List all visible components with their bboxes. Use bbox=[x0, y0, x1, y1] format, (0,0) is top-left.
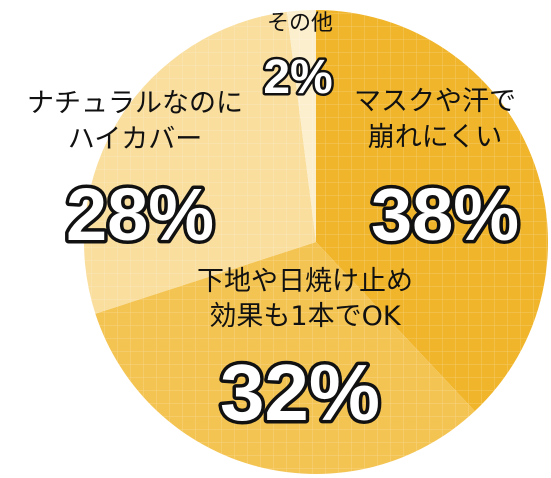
slice-label-base: 下地や日焼け止め bbox=[197, 266, 413, 297]
slice-label-natural: ナチュラルなのに bbox=[27, 88, 243, 119]
slice-percent-natural: 28% bbox=[66, 173, 214, 256]
slice-label-natural-line2: ハイカバー bbox=[68, 124, 202, 155]
slice-percent-base: 32% bbox=[220, 348, 380, 437]
slice-percent-other: 2% bbox=[263, 51, 332, 104]
slice-label-mask: マスクや汗で bbox=[354, 86, 516, 117]
slice-percent-mask: 38% bbox=[371, 173, 519, 256]
slice-label-base-line2: 効果も1本でOK bbox=[209, 301, 401, 332]
slice-label-mask-line2: 崩れにくい bbox=[368, 122, 502, 153]
slice-label-other: その他 bbox=[267, 11, 333, 36]
